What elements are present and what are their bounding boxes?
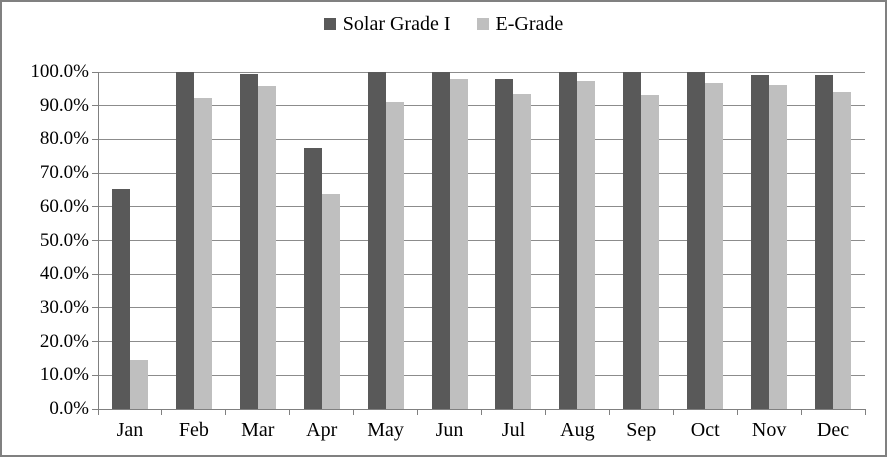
bar-e-grade — [769, 85, 788, 409]
bar-e-grade — [641, 94, 660, 409]
x-axis-tick-label: Mar — [241, 419, 275, 441]
x-axis-tick — [97, 409, 99, 415]
bar-solar-grade-i — [175, 72, 194, 409]
x-axis-tick — [736, 409, 738, 415]
x-axis-tick-label: Jun — [435, 419, 464, 441]
x-axis-tick-label: Jul — [501, 419, 526, 441]
bar-solar-grade-i — [303, 147, 322, 409]
x-axis-tick — [161, 409, 163, 415]
x-axis-tick — [608, 409, 610, 415]
y-axis-tick-label: 30.0% — [39, 296, 89, 318]
gridline — [98, 240, 865, 241]
x-axis-tick-label: Apr — [306, 419, 338, 441]
x-axis-tick-label: Aug — [560, 419, 595, 441]
y-axis-tick-label: 60.0% — [39, 195, 89, 217]
y-axis-tick — [92, 273, 98, 275]
bar-e-grade — [257, 86, 276, 409]
bar-solar-grade-i — [495, 78, 514, 409]
y-axis-tick-label: 80.0% — [39, 128, 89, 150]
x-axis-tick-label: Sep — [626, 419, 657, 441]
gridline — [98, 206, 865, 208]
x-axis-tick — [544, 409, 546, 415]
gridline — [98, 138, 865, 140]
bar-solar-grade-i — [751, 75, 770, 409]
bar-solar-grade-i — [687, 72, 706, 409]
y-axis-tick-label: 50.0% — [39, 229, 89, 251]
x-axis-tick — [417, 409, 419, 415]
legend-label-solar-grade-i: Solar Grade I — [342, 13, 451, 35]
legend-label-e-grade: E-Grade — [495, 13, 564, 35]
y-axis-tick — [92, 307, 98, 309]
y-axis-tick-label: 0.0% — [49, 398, 89, 419]
gridline — [98, 273, 865, 275]
y-axis-tick — [92, 408, 98, 410]
bar-e-grade — [705, 83, 724, 409]
legend-item-e-grade: E-Grade — [476, 13, 564, 35]
y-axis-tick-label: 40.0% — [39, 263, 89, 285]
x-axis-tick — [289, 409, 291, 415]
bar-solar-grade-i — [367, 72, 386, 409]
x-axis-tick-label: Dec — [816, 419, 850, 441]
x-axis-tick — [800, 409, 802, 415]
y-axis-tick — [92, 374, 98, 376]
bar-e-grade — [321, 193, 340, 409]
y-axis-tick-label: 20.0% — [39, 330, 89, 352]
legend-swatch-solar-grade-i — [323, 18, 336, 30]
gridline — [98, 341, 865, 343]
bar-solar-grade-i — [559, 72, 578, 409]
bar-solar-grade-i — [239, 73, 258, 409]
bar-solar-grade-i — [111, 188, 130, 409]
bar-solar-grade-i — [431, 72, 450, 409]
x-axis-tick-label: Oct — [690, 419, 720, 441]
gridline — [98, 172, 865, 174]
x-axis-tick — [225, 409, 227, 415]
bar-e-grade — [449, 78, 468, 409]
x-axis-tick — [672, 409, 674, 415]
y-axis-line — [98, 72, 99, 410]
y-axis-tick — [92, 341, 98, 343]
bar-e-grade — [833, 91, 852, 409]
y-axis-tick — [92, 71, 98, 73]
x-axis-tick-label: Feb — [178, 419, 209, 441]
bar-solar-grade-i — [815, 75, 834, 409]
y-axis-tick-label: 90.0% — [39, 94, 89, 116]
y-axis-tick-label: 70.0% — [39, 162, 89, 184]
gridline — [98, 71, 865, 73]
x-axis-tick — [353, 409, 355, 415]
y-axis-tick-label: 10.0% — [39, 364, 89, 386]
gridline — [98, 374, 865, 376]
x-axis-tick — [864, 409, 866, 415]
x-axis-tick-label: May — [367, 419, 404, 441]
y-axis-tick — [92, 105, 98, 107]
y-axis-tick — [92, 138, 98, 140]
bar-e-grade — [385, 102, 404, 409]
bar-e-grade — [513, 93, 532, 409]
x-axis-tick — [481, 409, 482, 415]
bar-e-grade — [129, 360, 148, 409]
x-axis-tick-label: Jan — [116, 419, 144, 441]
y-axis-tick — [92, 206, 98, 208]
legend-item-solar-grade-i: Solar Grade I — [323, 13, 451, 35]
bar-solar-grade-i — [623, 72, 642, 409]
bar-e-grade — [577, 80, 596, 409]
x-axis-tick-label: Nov — [751, 419, 787, 441]
gridline — [98, 307, 865, 309]
legend-swatch-e-grade — [476, 18, 489, 30]
y-axis-tick — [92, 240, 98, 241]
y-axis-tick — [92, 172, 98, 174]
gridline — [98, 105, 865, 107]
bar-e-grade — [193, 98, 212, 409]
y-axis-tick-label: 100.0% — [30, 61, 89, 82]
legend: Solar Grade I E-Grade — [2, 14, 885, 34]
